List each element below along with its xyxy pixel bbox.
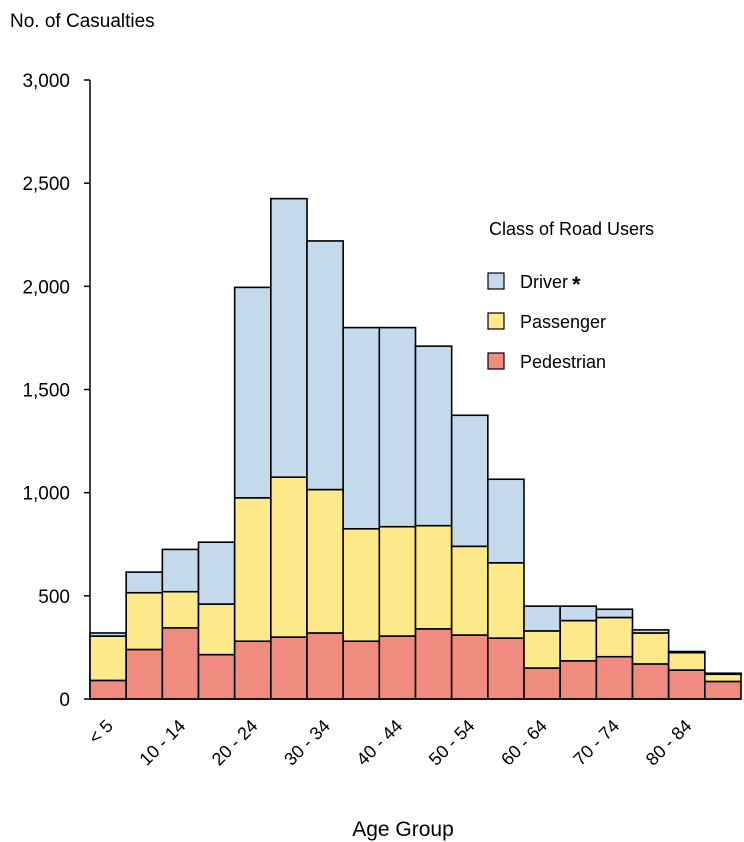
x-tick-label: 70 - 74 [569,716,623,770]
y-tick-label: 1,000 [22,484,70,505]
bar-pedestrian-8 [378,635,417,700]
legend-title: Class of Road Users [489,219,654,239]
legend-label-driver: Driver [520,272,568,292]
bar-pedestrian-5 [270,636,308,700]
bar-passenger-10 [450,545,489,636]
y-tick-label: 2,000 [22,277,70,298]
bar-driver-1 [125,571,164,594]
y-axis: 0 500 1,000 1,500 2,000 2,500 3,000 [22,71,91,711]
y-axis-title: No. of Casualties [10,11,155,32]
x-tick-label: 40 - 44 [352,716,406,770]
bar-passenger-17 [704,673,742,683]
bar-pedestrian-13 [559,660,598,700]
bar-driver-16 [667,650,706,654]
bar-pedestrian-10 [450,634,489,700]
bar-driver-13 [559,605,598,622]
bar-driver-14 [595,608,634,619]
bar-pedestrian-11 [487,637,525,700]
bar-passenger-3 [197,603,236,656]
bar-passenger-12 [523,630,561,669]
legend-label-pedestrian: Pedestrian [520,352,606,372]
legend-swatch-passenger [487,312,505,330]
bar-driver-15 [631,629,670,634]
y-tick-label: 2,500 [22,174,70,195]
bar-passenger-2 [161,590,200,629]
bar-passenger-0 [89,635,127,682]
bar-pedestrian-17 [704,680,742,700]
bar-passenger-7 [342,527,381,643]
bar-passenger-14 [595,616,634,658]
y-tick-label: 500 [38,587,70,608]
bar-driver-10 [450,414,489,548]
bar-pedestrian-0 [89,679,127,700]
bar-driver-0 [89,632,127,637]
x-tick-label: 10 - 14 [135,716,189,770]
bar-passenger-4 [233,497,272,643]
bar-pedestrian-14 [595,655,634,700]
bar-driver-8 [378,326,417,528]
bar-pedestrian-2 [161,627,200,700]
x-tick-label: 60 - 64 [497,716,551,770]
bar-pedestrian-4 [233,640,272,700]
bar-pedestrian-3 [197,653,236,700]
bar-passenger-8 [378,525,417,637]
legend-swatch-pedestrian [487,352,505,370]
legend-marker-asterisk: * [572,272,581,297]
bar-pedestrian-15 [631,663,670,700]
bar-passenger-11 [487,562,525,639]
bar-passenger-6 [306,488,344,634]
bar-driver-9 [414,345,453,527]
bar-driver-4 [233,286,272,499]
bar-driver-2 [161,548,200,593]
bar-pedestrian-9 [414,628,453,700]
bar-driver-12 [523,605,561,632]
bar-driver-5 [270,197,308,478]
x-axis: < 5 10 - 14 20 - 24 30 - 34 40 - 44 50 - 54 60… [85,698,741,770]
bar-pedestrian-6 [306,632,344,700]
x-tick-label: 50 - 54 [425,716,479,770]
x-tick-label: 80 - 84 [642,716,696,770]
x-axis-title: Age Group [352,818,454,841]
y-tick-label: 0 [59,690,70,711]
bar-passenger-5 [270,476,308,638]
legend-swatch-driver [487,272,505,290]
bar-passenger-13 [559,619,598,662]
x-tick-label: 30 - 34 [280,716,334,770]
bar-driver-6 [306,240,344,491]
bar-passenger-16 [667,651,706,671]
bar-passenger-15 [631,632,670,665]
bar-passenger-9 [414,524,453,630]
bars [89,197,742,700]
bar-driver-7 [342,326,381,530]
bar-passenger-1 [125,591,164,651]
x-tick-label: < 5 [85,716,117,748]
bar-pedestrian-12 [523,667,561,700]
legend: Class of Road Users Driver * Passenger Pede… [487,219,654,372]
bar-pedestrian-7 [342,640,381,700]
legend-label-passenger: Passenger [520,312,606,332]
bar-pedestrian-1 [125,648,164,700]
bar-driver-11 [487,478,525,564]
bar-driver-17 [704,672,742,676]
y-tick-label: 1,500 [22,381,70,402]
bar-pedestrian-16 [667,669,706,700]
bar-driver-3 [197,541,236,605]
x-tick-label: 20 - 24 [208,716,262,770]
y-tick-label: 3,000 [22,71,70,92]
